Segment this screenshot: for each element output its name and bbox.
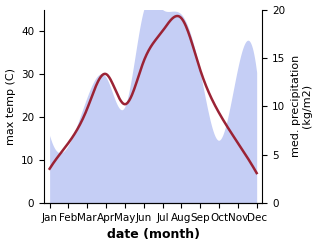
Y-axis label: med. precipitation
(kg/m2): med. precipitation (kg/m2) [291, 55, 313, 158]
X-axis label: date (month): date (month) [107, 228, 200, 242]
Y-axis label: max temp (C): max temp (C) [5, 68, 16, 145]
